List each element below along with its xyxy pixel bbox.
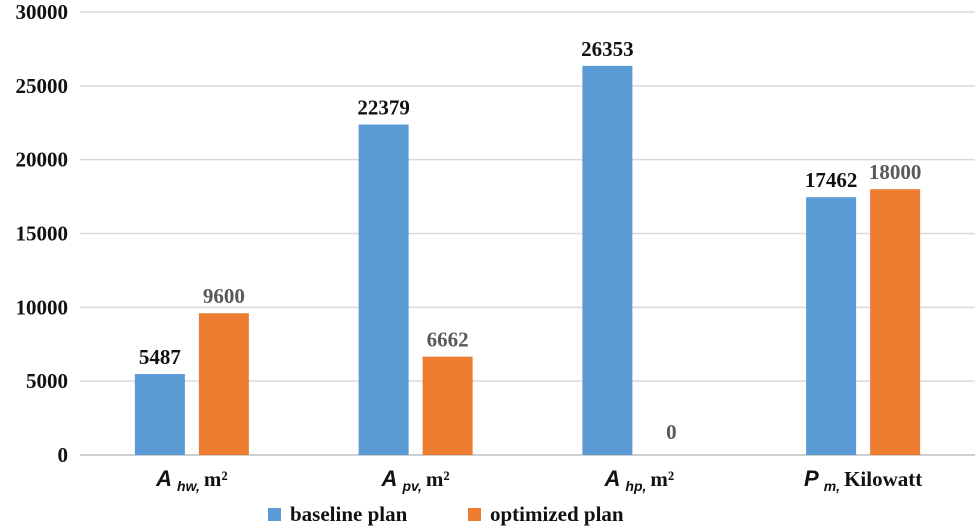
data-label: 6662 <box>427 328 469 352</box>
category-subscript: hp, <box>625 478 646 494</box>
bar-optimized-plan <box>198 313 249 455</box>
data-label: 17462 <box>805 168 858 192</box>
legend: baseline plan optimized plan <box>268 502 624 526</box>
y-tick-label: 15000 <box>16 222 69 246</box>
category-subscript: pv, <box>401 478 421 494</box>
data-label: 22379 <box>357 96 410 120</box>
data-label: 9600 <box>203 284 245 308</box>
category-symbol: A <box>155 466 172 491</box>
y-axis-ticks: 0 5000 10000 15000 20000 25000 30000 <box>16 0 69 467</box>
data-label: 18000 <box>869 160 922 184</box>
data-labels: 5487 22379 26353 17462 9600 6662 0 18000 <box>139 37 922 444</box>
bars <box>134 65 921 455</box>
data-label: 0 <box>666 420 677 444</box>
bar-baseline-plan <box>134 373 185 455</box>
y-tick-label: 0 <box>58 443 69 467</box>
y-tick-label: 5000 <box>26 369 68 393</box>
y-tick-label: 10000 <box>16 295 69 319</box>
bar-optimized-plan <box>870 189 921 455</box>
legend-swatch <box>268 508 281 521</box>
y-tick-label: 20000 <box>16 148 69 172</box>
legend-label: optimized plan <box>490 502 624 526</box>
category-symbol: A <box>604 466 621 491</box>
category-unit: m² <box>426 467 450 491</box>
legend-label: baseline plan <box>290 502 408 526</box>
category-unit: m² <box>204 467 228 491</box>
legend-swatch <box>468 508 481 521</box>
category-symbol: A <box>381 466 398 491</box>
category-subscript: m, <box>824 478 840 494</box>
bar-optimized-plan <box>422 356 473 455</box>
category-unit: m² <box>650 467 674 491</box>
category-unit: Kilowatt <box>844 467 922 491</box>
data-label: 5487 <box>139 345 181 369</box>
category-subscript: hw, <box>177 478 200 494</box>
bar-baseline-plan <box>358 124 409 455</box>
y-tick-label: 30000 <box>16 0 69 24</box>
y-tick-label: 25000 <box>16 74 69 98</box>
bar-baseline-plan <box>806 197 857 455</box>
bar-baseline-plan <box>582 65 633 455</box>
data-label: 26353 <box>581 37 634 61</box>
category-symbol: P <box>804 466 819 491</box>
